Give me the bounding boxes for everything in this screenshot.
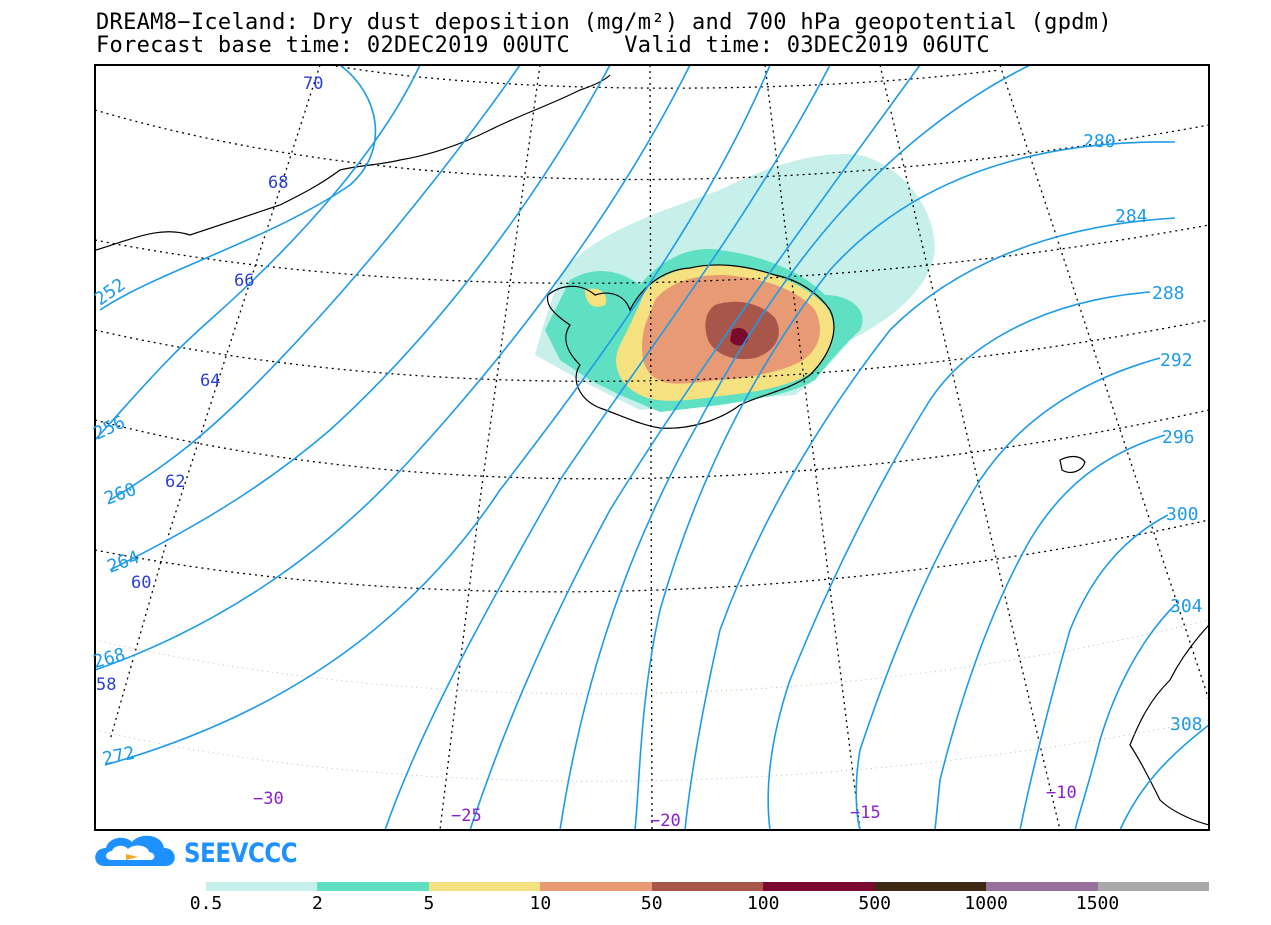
lon-label-minus10: −10 (1046, 783, 1077, 803)
colorbar-swatch (763, 882, 875, 891)
meridian-minus20 (649, 65, 653, 830)
contour-line-264 (109, 65, 611, 571)
contour-line-252 (99, 65, 377, 311)
contour-label-260: 260 (102, 479, 140, 510)
meridian-minus10 (879, 65, 1061, 830)
contour-label-284: 284 (1115, 206, 1148, 227)
map-frame (94, 64, 1210, 831)
contour-label-280: 280 (1083, 131, 1116, 152)
contour-line-284 (684, 217, 1176, 830)
greenland-coastline (95, 74, 611, 251)
meridian-minus25 (439, 65, 541, 830)
colorbar-swatch (206, 882, 318, 891)
contour-label-304: 304 (1170, 596, 1203, 617)
contour-line-256 (95, 65, 421, 441)
colorbar-label: 0.5 (189, 893, 223, 914)
parallel-58 (95, 619, 1209, 695)
contour-line-308 (1119, 724, 1209, 830)
lat-label-62: 62 (165, 472, 185, 492)
contour-line-304 (1074, 604, 1176, 830)
lat-label-60: 60 (131, 573, 151, 593)
contour-line-b (469, 65, 921, 830)
map-title: DREAM8−Iceland: Dry dust deposition (mg/… (96, 10, 1112, 35)
faroe-islands (1059, 455, 1086, 473)
norway-coastline (1129, 624, 1209, 826)
colorbar-swatch (874, 882, 987, 891)
contour-label-296: 296 (1162, 427, 1195, 448)
colorbar-swatch (540, 882, 652, 891)
lat-label-68: 68 (268, 173, 288, 193)
colorbar-label: 50 (640, 893, 663, 914)
lat-label-58: 58 (96, 675, 116, 695)
lon-label-minus25: −25 (451, 806, 482, 826)
colorbar-label: 2 (312, 893, 323, 914)
iceland-coastline (546, 264, 835, 429)
contour-label-300: 300 (1166, 504, 1199, 525)
lon-label-minus20: −20 (650, 811, 681, 831)
seevccc-cloud-icon (95, 835, 175, 866)
contour-line-268 (95, 65, 691, 671)
dust-deposition-field (535, 154, 935, 412)
latitude-labels: 70 68 66 64 62 60 58 (96, 74, 323, 695)
contour-label-288: 288 (1152, 283, 1185, 304)
dust-area-100 (730, 328, 749, 346)
colorbar-label: 1500 (1075, 893, 1120, 914)
seevccc-logo: SEEVCCC (184, 838, 298, 869)
contour-line-260 (109, 65, 521, 501)
graticule-fine (95, 619, 1209, 782)
contour-line-300 (1019, 514, 1169, 830)
meridian-minus15 (764, 65, 861, 830)
colorbar-swatch (651, 882, 764, 891)
colorbar-label: 500 (858, 893, 891, 914)
lon-label-minus15: −15 (850, 803, 881, 823)
contour-label-292: 292 (1160, 350, 1193, 371)
contour-line-a (384, 65, 831, 830)
colorbar-label: 5 (423, 893, 435, 914)
colorbar-swatch (317, 882, 429, 891)
geopotential-contours (95, 65, 1209, 830)
map-subtitle: Forecast base time: 02DEC2019 00UTC Vali… (96, 33, 990, 58)
contour-line-296 (934, 434, 1166, 830)
coastlines (95, 74, 1209, 826)
parallel-68 (95, 109, 1209, 181)
parallel-62 (95, 409, 1209, 480)
colorbar-label: 100 (746, 893, 780, 914)
parallel-70 (329, 65, 1001, 89)
contour-line-288 (767, 291, 1151, 830)
contour-label-252: 252 (91, 274, 130, 310)
colorbar-label: 10 (529, 893, 552, 914)
lat-label-66: 66 (234, 271, 254, 291)
contour-line-272 (104, 65, 771, 766)
colorbar-label: 1000 (964, 893, 1008, 914)
colorbar-swatch (1097, 882, 1209, 891)
longitude-labels: −30 −25 −20 −15 −10 (253, 783, 1077, 831)
map-area (95, 65, 1209, 830)
contour-line-280 (634, 141, 1176, 830)
colorbar-swatch (428, 882, 541, 891)
lat-label-70: 70 (303, 74, 323, 94)
contour-label-272: 272 (101, 743, 137, 770)
graticule (95, 65, 1209, 830)
contour-label-268: 268 (91, 644, 128, 673)
lat-label-64: 64 (200, 371, 220, 391)
meridian-minus30 (109, 65, 321, 741)
contour-line-c (559, 65, 1031, 830)
contour-line-292 (855, 357, 1161, 830)
parallel-60 (95, 519, 1209, 593)
contour-label-308: 308 (1170, 714, 1203, 735)
colorbar-swatch (986, 882, 1098, 891)
lon-label-minus30: −30 (253, 789, 284, 809)
